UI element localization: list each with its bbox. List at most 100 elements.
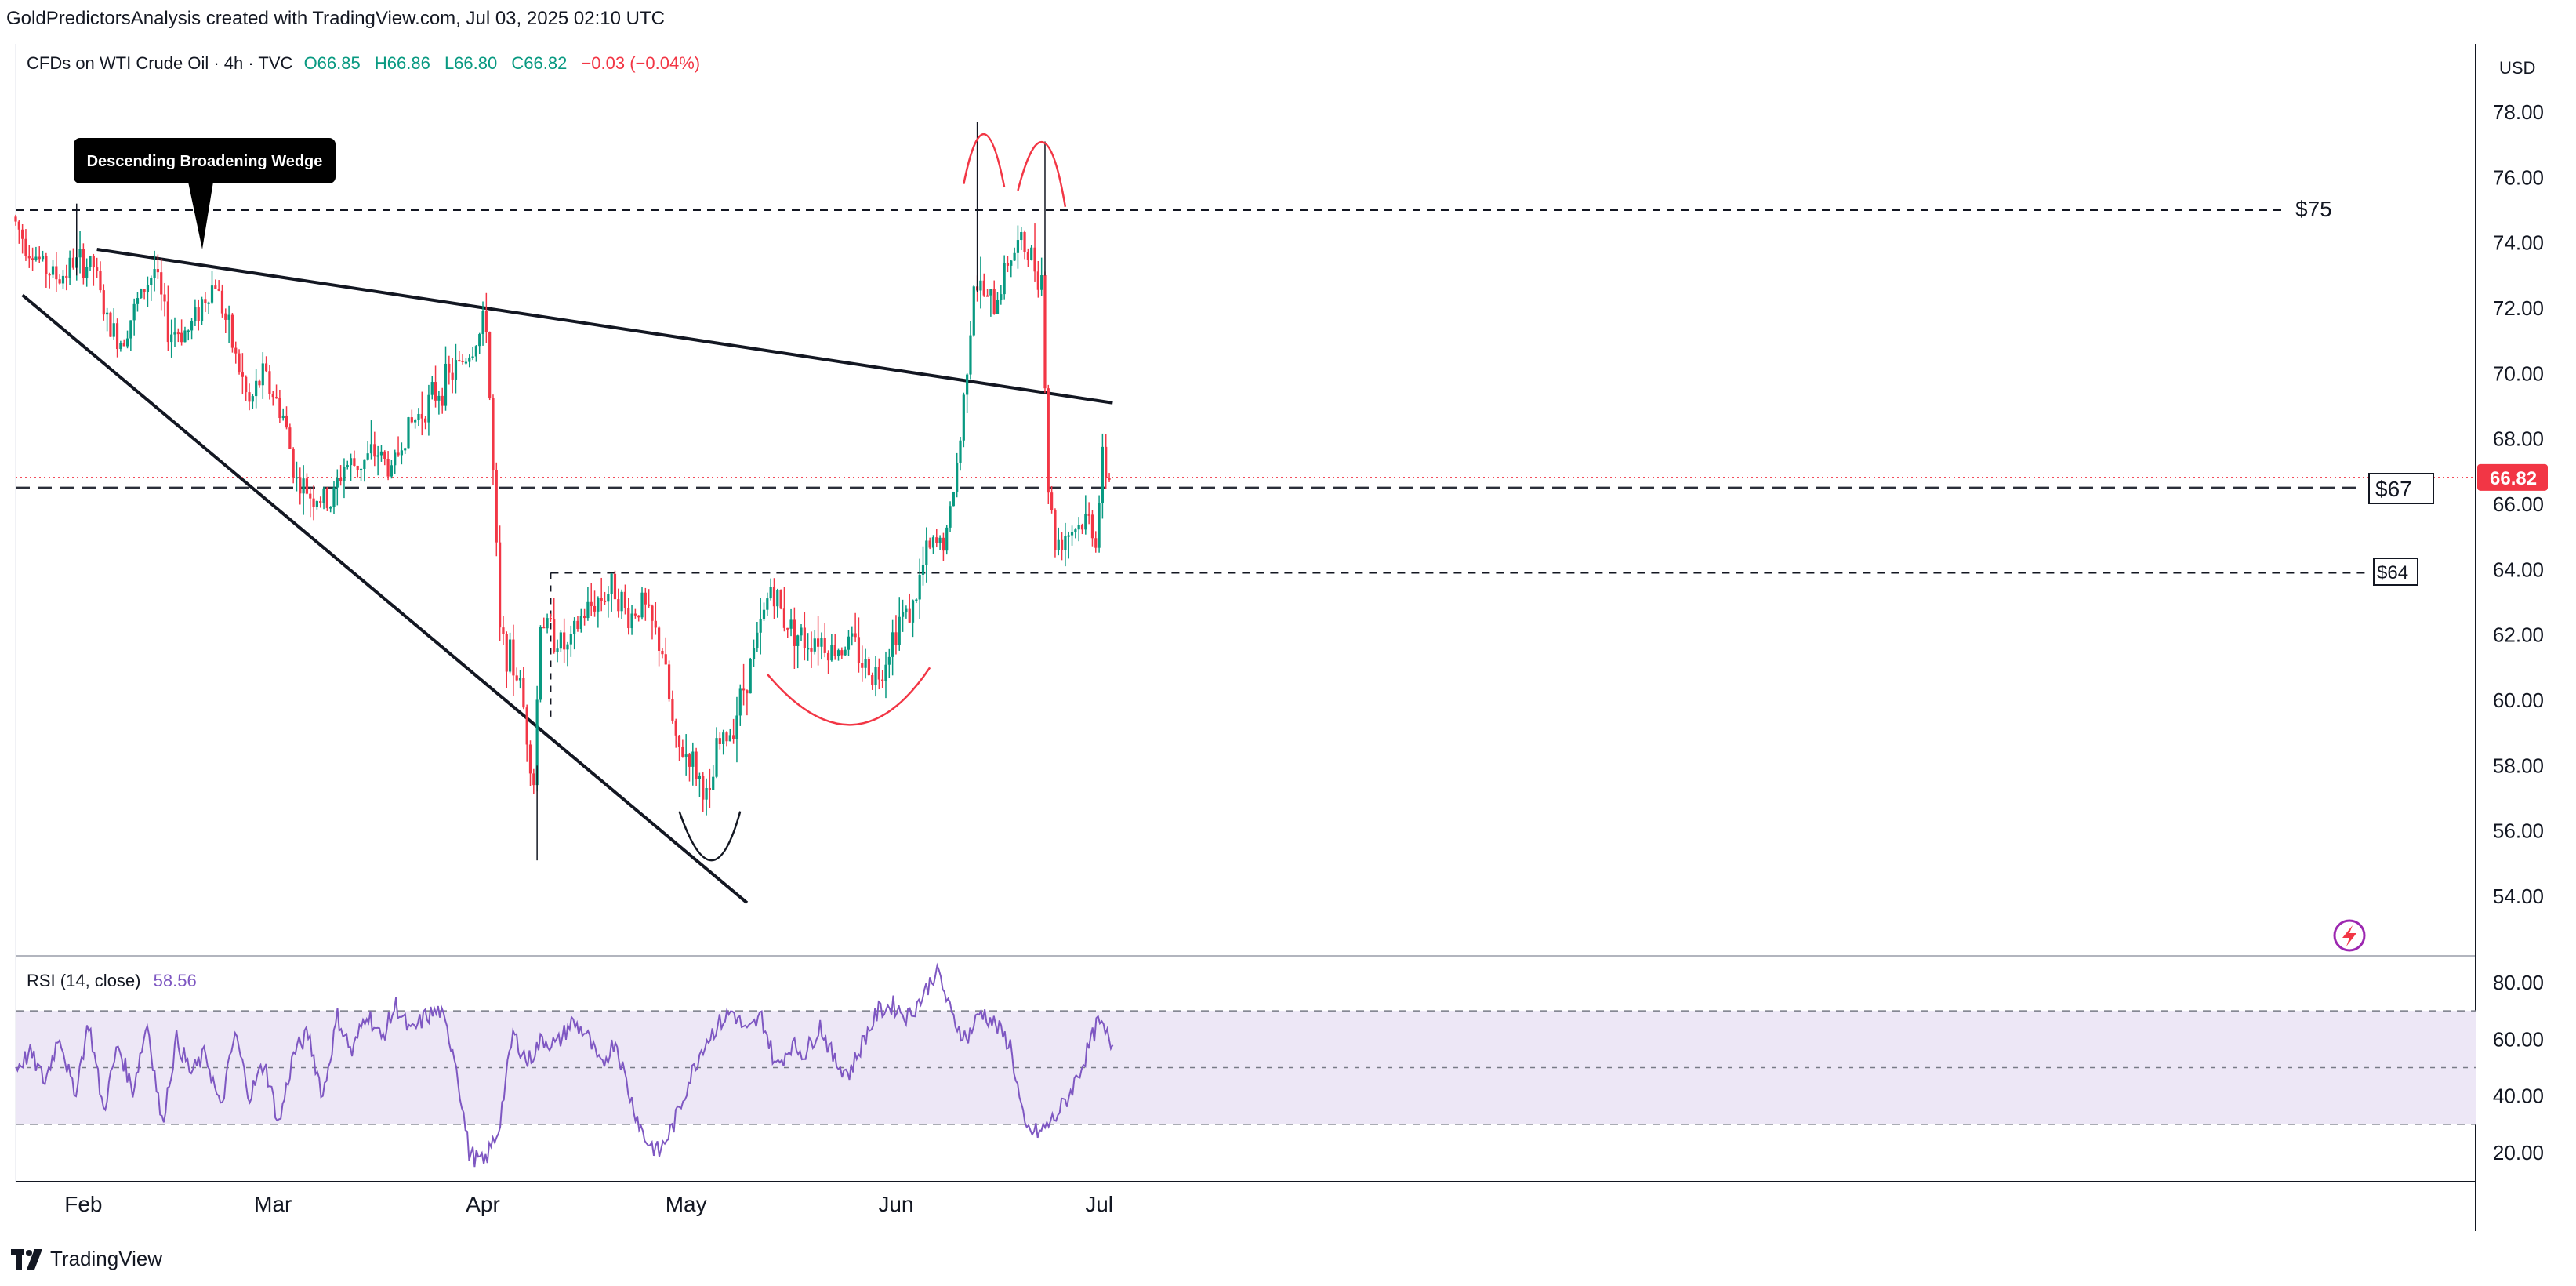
candle-body [495,470,498,543]
candle-body [597,598,600,612]
candle-body [31,258,34,260]
candle-body [281,415,285,419]
currency-label: USD [2499,58,2535,78]
candle-body [271,394,274,398]
price-axis[interactable]: 78.00 76.00 74.00 72.00 70.00 68.00 66.00 64.00… [2493,100,2544,908]
candle-body [610,573,613,594]
time-axis[interactable]: Feb Mar Apr May Jun Jul [64,1192,1113,1216]
candle-body [488,332,492,399]
candle-body [746,690,749,694]
candle-body [268,371,271,394]
candle-body [51,266,55,275]
candle-body [908,608,911,623]
candle-body [207,302,210,304]
candle-body [336,478,339,488]
candle-body [1047,388,1050,493]
left-shoulder-curve [963,133,1006,188]
candle-body [322,488,325,503]
candle-body [867,659,870,676]
candle-body [187,330,190,332]
candle-body [901,612,905,617]
candle-body [48,274,51,276]
candle-body [648,604,651,606]
candle-body [400,450,403,456]
candle-body [1003,263,1006,295]
candle-body [1080,525,1084,530]
candle-body [183,330,187,343]
candle-body [1094,538,1098,548]
candle-body [972,286,975,336]
candle-body [427,394,430,423]
candle-body [1077,525,1080,530]
candle-body [996,300,1000,314]
candle-body [394,452,397,466]
candle-body [245,376,248,393]
candle-body [772,587,776,607]
candle-body [484,311,488,332]
rsi-pane [15,962,2476,1168]
candle-body [173,332,176,335]
candle-body [478,334,481,347]
candle-body [620,591,623,612]
candle-body [45,256,48,274]
candle-body [359,469,363,471]
candle-body [715,738,718,777]
candle-body [234,347,238,354]
candle-body [302,478,305,494]
candle-body [505,634,508,672]
candle-body [826,652,830,661]
candle-body [305,478,309,494]
price-tick-label: 72.00 [2493,296,2544,320]
candle-body [532,773,535,786]
candle-body [573,620,576,634]
candle-body [956,462,959,492]
candle-body [24,238,27,256]
candle-body [1043,275,1047,389]
rsi-axis[interactable]: 80.00 60.00 40.00 20.00 [2493,971,2544,1164]
rsi-value: 58.56 [153,971,197,990]
close-value: C66.82 [511,53,568,73]
candle-body [1023,232,1026,252]
candle-body [576,620,579,629]
candle-body [593,605,597,612]
candle-body [61,275,65,284]
candle-body [512,639,515,676]
candle-body [96,267,99,271]
candle-body [468,357,471,362]
candle-body [803,627,806,648]
candle-body [309,493,312,499]
candle-body [637,615,640,618]
level-67-tag: $67 [2368,473,2434,504]
candle-body [102,290,105,315]
current-price-label: 66.82 [2490,468,2537,489]
candle-body [836,650,840,656]
candle-body [695,751,698,779]
candle-body [332,487,336,507]
candle-body [658,627,661,651]
candle-body [319,501,322,503]
candle-body [766,598,769,610]
candle-body [363,459,366,470]
candle-body [566,644,569,650]
candle-body [356,465,359,470]
candle-body [807,648,810,650]
footer: TradingView [11,1247,162,1271]
candle-body [738,688,742,716]
candle-body [129,320,132,339]
candle-body [582,616,586,619]
candle-body [325,488,328,508]
candle-body [915,599,918,601]
footer-brand: TradingView [50,1247,163,1270]
candle-body [125,338,129,347]
candle-body [857,637,861,663]
horizontal-levels [16,209,2476,717]
candle-body [99,271,102,291]
candle-body [952,492,955,507]
candle-body [454,360,458,380]
candle-body [702,776,705,800]
lightning-icon[interactable] [2333,919,2366,952]
candle-body [265,363,268,372]
price-tick-label: 64.00 [2493,558,2544,581]
candle-body [928,540,931,548]
